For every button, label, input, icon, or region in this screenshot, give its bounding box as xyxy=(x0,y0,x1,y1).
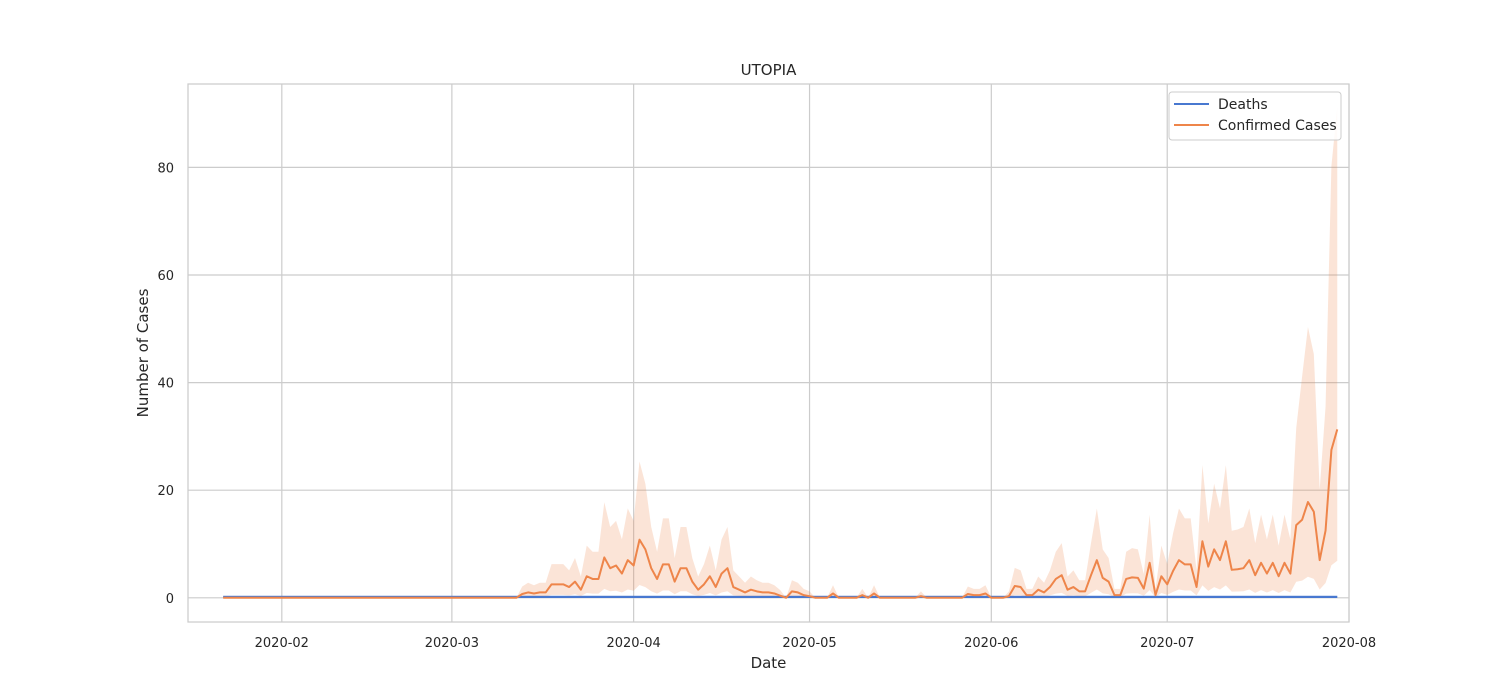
x-tick-label: 2020-07 xyxy=(1140,636,1194,651)
legend-box xyxy=(1168,91,1342,141)
legend: Deaths Confirmed Cases xyxy=(1168,91,1342,141)
legend-label-confirmed: Confirmed Cases xyxy=(1218,118,1337,134)
tick-labels: 0 20 40 60 80 2020-02 2020-03 2020-04 2020-05 202… xyxy=(157,161,1376,651)
chart-title: UTOPIA xyxy=(741,61,797,79)
x-tick-label: 2020-02 xyxy=(255,636,309,651)
y-tick-label: 60 xyxy=(157,269,174,284)
confirmed-band xyxy=(223,106,1338,598)
x-tick-label: 2020-06 xyxy=(964,636,1018,651)
y-tick-label: 80 xyxy=(157,161,174,176)
legend-label-deaths: Deaths xyxy=(1218,97,1268,113)
y-tick-label: 0 xyxy=(166,592,174,607)
plot-frame xyxy=(187,83,1350,623)
x-tick-label: 2020-05 xyxy=(782,636,836,651)
x-tick-label: 2020-03 xyxy=(425,636,479,651)
y-tick-label: 40 xyxy=(157,377,174,392)
x-tick-label: 2020-08 xyxy=(1322,636,1376,651)
series-lines xyxy=(223,429,1339,599)
y-axis-label: Number of Cases xyxy=(134,288,152,417)
confidence-bands xyxy=(223,106,1338,598)
confirmed-line xyxy=(223,429,1339,599)
x-axis-label: Date xyxy=(751,654,787,672)
x-tick-label: 2020-04 xyxy=(606,636,660,651)
y-tick-label: 20 xyxy=(157,484,174,499)
